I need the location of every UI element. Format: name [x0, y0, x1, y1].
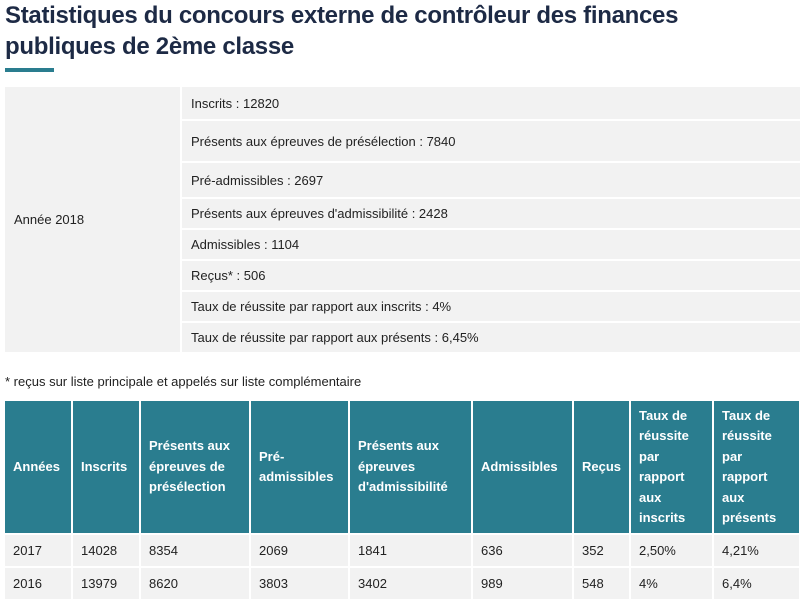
column-header: Taux de réussite par rapport aux inscrit… [630, 401, 714, 535]
summary-item: Présents aux épreuves d'admissibilité : … [181, 198, 800, 230]
footnote: * reçus sur liste principale et appelés … [5, 374, 362, 389]
summary-item: Admissibles : 1104 [181, 229, 800, 261]
table-cell: 2069 [250, 534, 350, 568]
column-header: Présents aux épreuves d'admissibilité [349, 401, 473, 535]
column-header: Inscrits [72, 401, 141, 535]
table-cell: 548 [573, 567, 631, 601]
summary-table: Année 2018 Inscrits : 12820 Présents aux … [5, 87, 800, 354]
page-title: Statistiques du concours externe de cont… [5, 2, 679, 60]
title-underline [5, 68, 54, 72]
table-cell: 3803 [250, 567, 350, 601]
table-cell: 8620 [140, 567, 251, 601]
summary-item: Taux de réussite par rapport aux inscrit… [181, 291, 800, 323]
column-header: Taux de réussite par rapport aux présent… [713, 401, 800, 535]
table-cell: 352 [573, 534, 631, 568]
table-cell: 2,50% [630, 534, 714, 568]
summary-item: Inscrits : 12820 [181, 87, 800, 121]
table-cell: 4,21% [713, 534, 800, 568]
column-header: Présents aux épreuves de présélection [140, 401, 251, 535]
column-header: Années [5, 401, 73, 535]
table-header-row: Années Inscrits Présents aux épreuves de p… [5, 401, 800, 535]
summary-item: Taux de réussite par rapport aux présent… [181, 322, 800, 354]
summary-item: Reçus* : 506 [181, 260, 800, 292]
table-cell: 2016 [5, 567, 73, 601]
table-cell: 14028 [72, 534, 141, 568]
table-cell: 6,4% [713, 567, 800, 601]
table-row: 2016 13979 8620 3803 3402 989 548 4% 6,4% [5, 567, 800, 601]
table-cell: 636 [472, 534, 574, 568]
table-cell: 13979 [72, 567, 141, 601]
table-row: 2017 14028 8354 2069 1841 636 352 2,50% 4,21% [5, 534, 800, 568]
table-cell: 1841 [349, 534, 473, 568]
table-cell: 3402 [349, 567, 473, 601]
column-header: Reçus [573, 401, 631, 535]
history-table: Années Inscrits Présents aux épreuves de p… [5, 401, 800, 601]
column-header: Admissibles [472, 401, 574, 535]
year-label: Année 2018 [5, 87, 182, 354]
table-cell: 4% [630, 567, 714, 601]
table-cell: 8354 [140, 534, 251, 568]
summary-item: Pré-admissibles : 2697 [181, 162, 800, 199]
table-cell: 989 [472, 567, 574, 601]
summary-item: Présents aux épreuves de présélection : … [181, 120, 800, 163]
table-cell: 2017 [5, 534, 73, 568]
column-header: Pré-admissibles [250, 401, 350, 535]
